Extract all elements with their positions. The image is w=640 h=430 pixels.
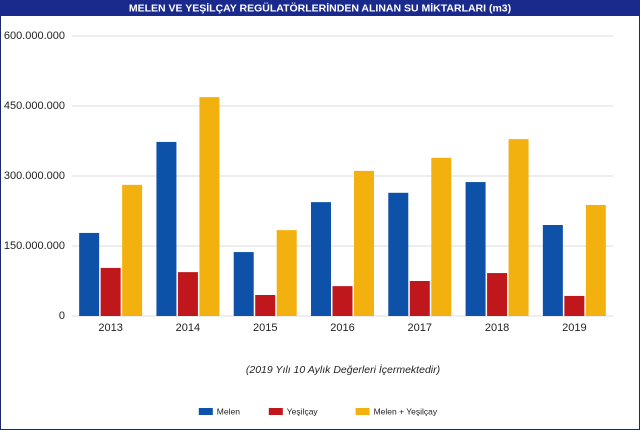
legend-label: Melen + Yeşilçay xyxy=(374,406,438,416)
bar xyxy=(431,157,452,316)
bar xyxy=(79,232,100,316)
y-tick-label: 600.000.000 xyxy=(4,30,65,42)
legend-label: Yeşilçay xyxy=(287,406,319,416)
x-tick-label: 2016 xyxy=(330,322,354,334)
x-tick-label: 2017 xyxy=(408,322,432,334)
bar xyxy=(388,192,409,316)
bar xyxy=(100,267,121,316)
bar xyxy=(508,139,529,316)
x-tick-label: 2019 xyxy=(562,322,586,334)
bar xyxy=(311,202,331,316)
bar xyxy=(177,272,198,316)
bar xyxy=(122,184,143,316)
y-tick-label: 150.000.000 xyxy=(4,240,65,252)
bar xyxy=(233,252,254,316)
x-tick-label: 2015 xyxy=(253,322,277,334)
y-tick-label: 450.000.000 xyxy=(4,100,65,112)
annotation: (2019 Yılı 10 Aylık Değerleri İçermekted… xyxy=(246,364,440,376)
bar xyxy=(409,281,430,316)
x-tick-label: 2013 xyxy=(98,322,122,334)
bar xyxy=(332,286,353,316)
legend-label: Melen xyxy=(217,406,240,416)
bar xyxy=(465,182,486,316)
x-tick-label: 2018 xyxy=(485,322,509,334)
bar xyxy=(542,225,563,316)
y-tick-label: 300.000.000 xyxy=(4,170,65,182)
legend-swatch xyxy=(268,408,283,415)
bar xyxy=(255,295,276,316)
bar xyxy=(276,230,297,316)
x-tick-label: 2014 xyxy=(176,322,200,334)
chart-title: MELEN VE YEŞİLÇAY REGÜLATÖRLERİNDEN ALIN… xyxy=(129,1,511,14)
bar xyxy=(354,170,374,316)
legend-swatch xyxy=(198,408,213,415)
bar xyxy=(585,204,606,316)
bar xyxy=(564,295,585,316)
title-bar xyxy=(0,0,640,16)
bar xyxy=(487,273,508,316)
bar xyxy=(199,97,220,316)
y-tick-label: 0 xyxy=(59,310,65,322)
legend-swatch xyxy=(355,408,370,415)
bar xyxy=(156,141,177,316)
